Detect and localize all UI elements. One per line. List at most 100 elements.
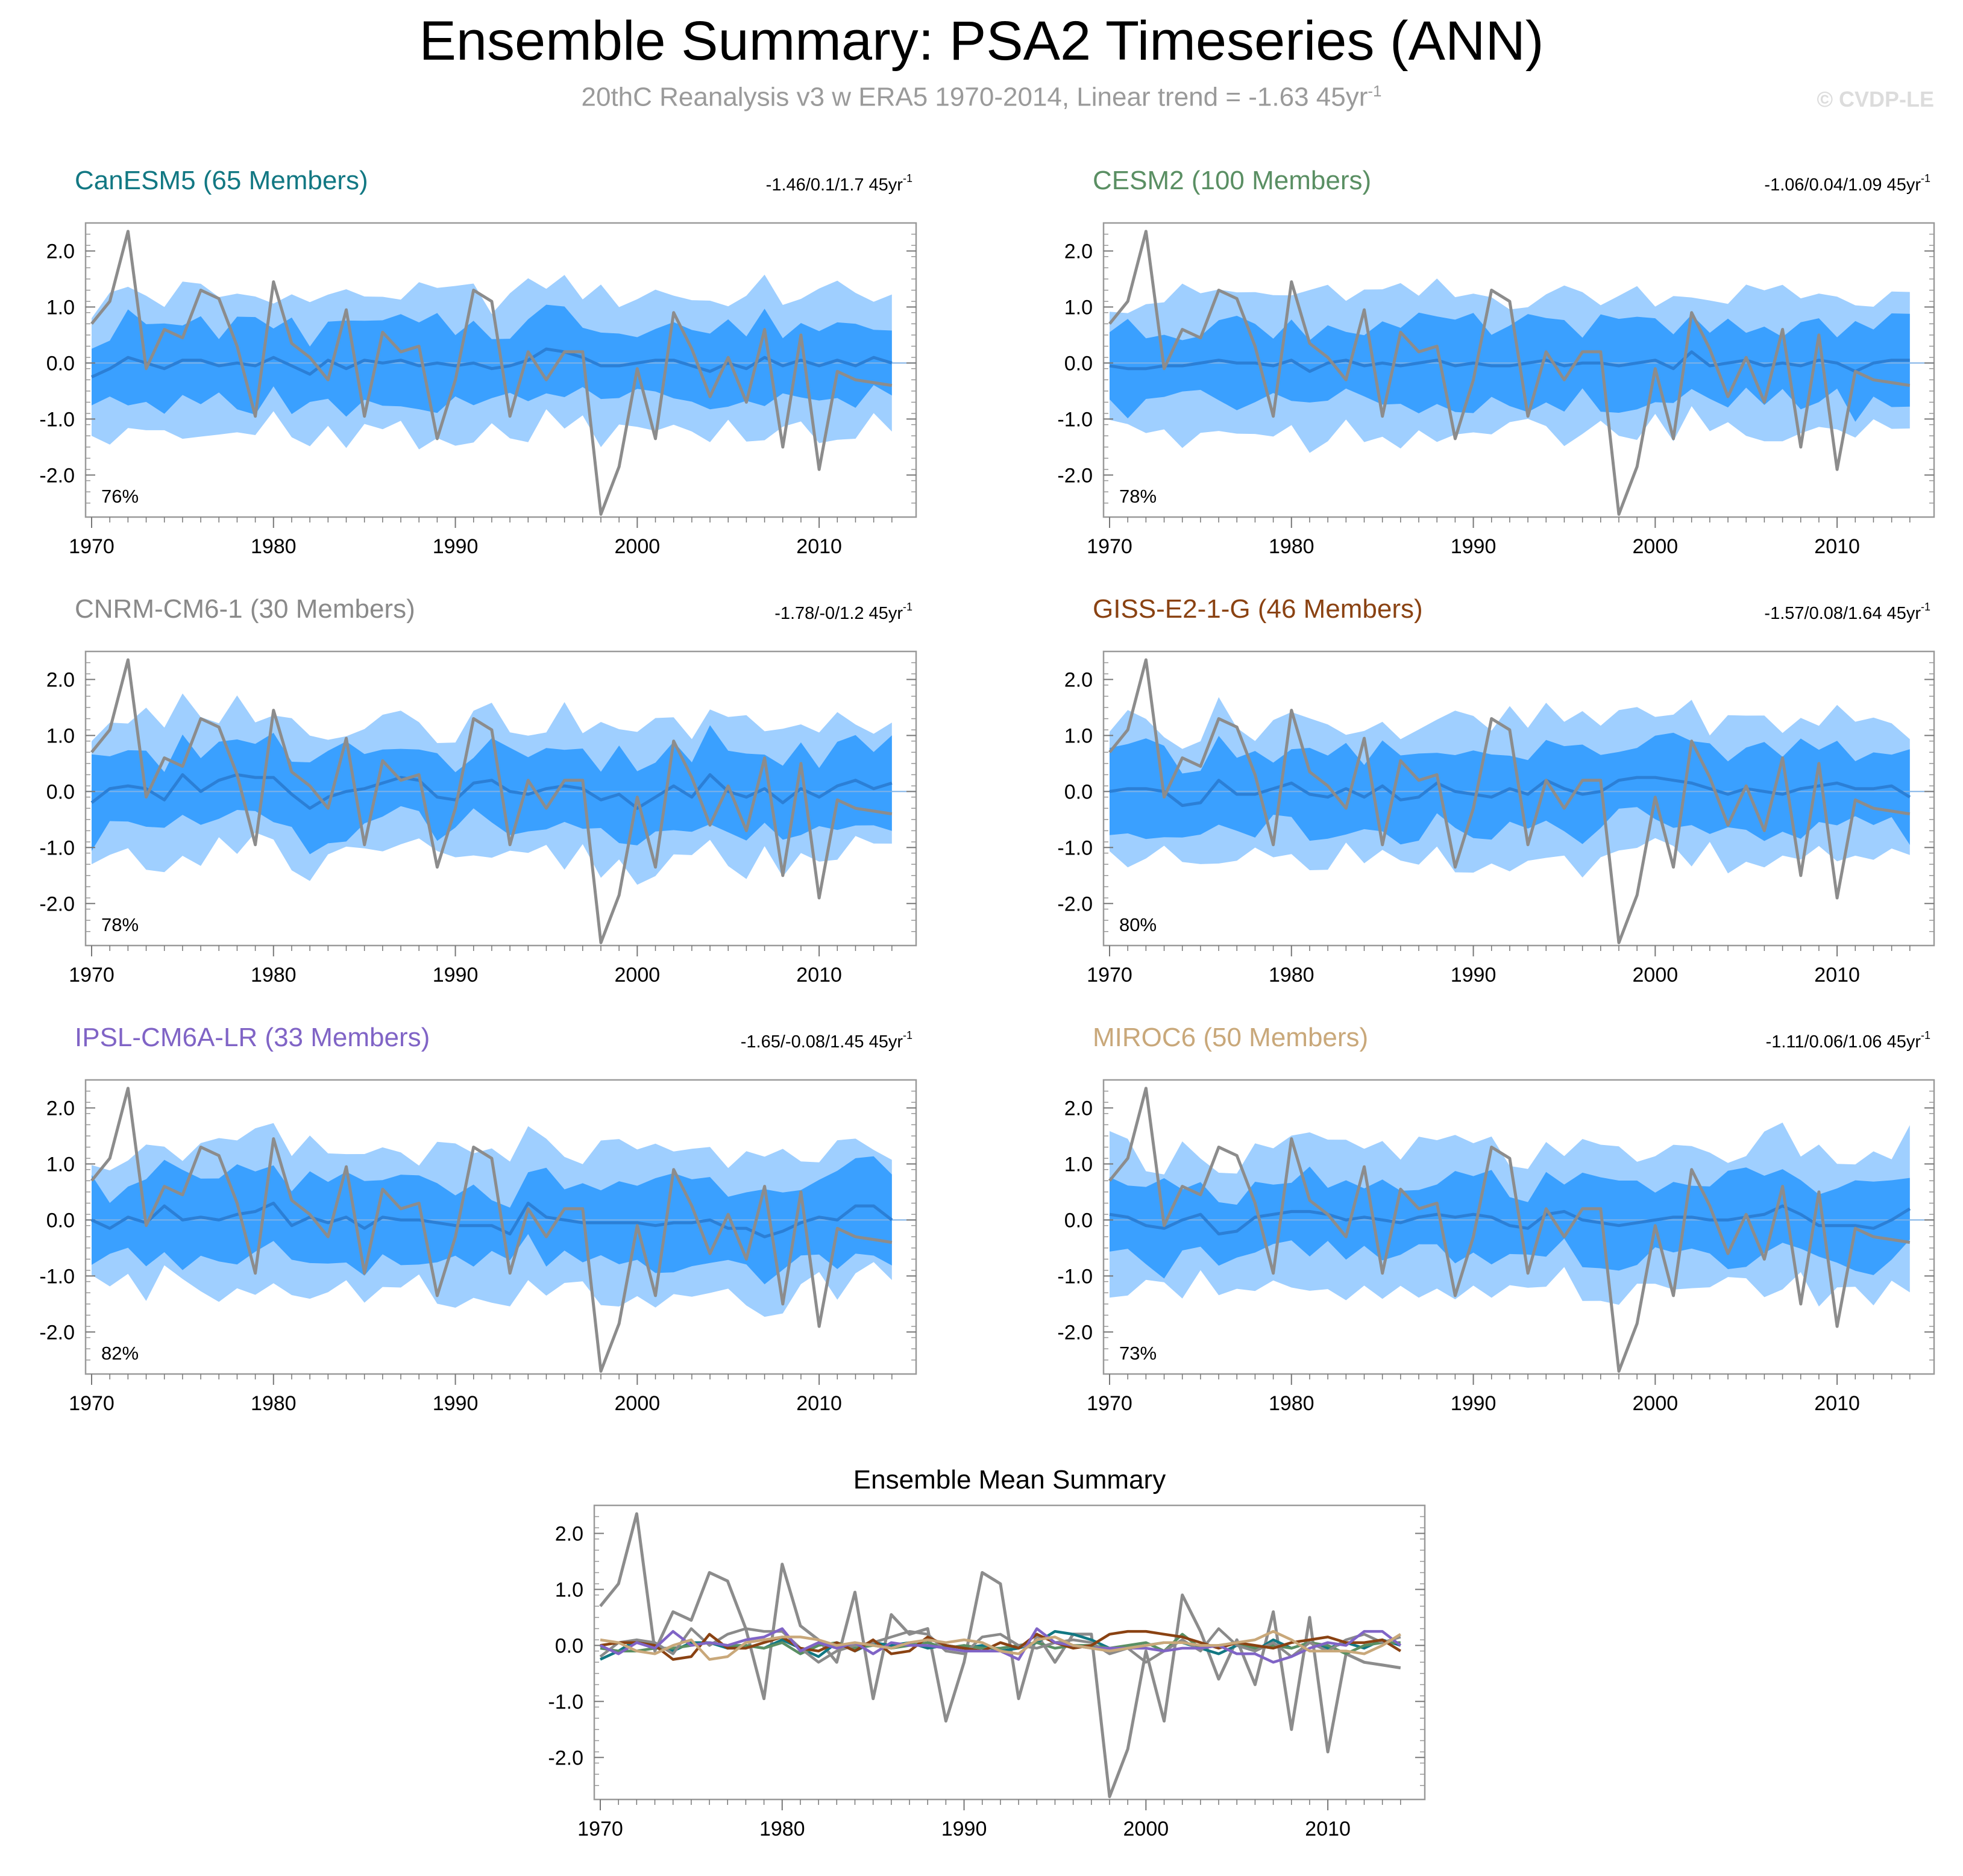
y-tick-label: -1.0 (39, 408, 75, 431)
ensemble-mean-series (90, 773, 893, 810)
model-title: GISS-E2-1-G (46 Members) (1093, 594, 1423, 624)
x-tick-label: 1970 (1087, 535, 1132, 558)
observed-series (599, 1512, 1401, 1798)
x-tick-label: 1980 (251, 964, 297, 987)
trend-label: -1.11/0.06/1.06 45yr-1 (1766, 1029, 1930, 1052)
y-tick-label: 1.0 (555, 1578, 583, 1601)
y-tick-label: -1.0 (548, 1690, 583, 1713)
x-tick-label: 1970 (1087, 1392, 1132, 1415)
y-tick-label: 1.0 (1064, 1153, 1093, 1176)
model-title: CESM2 (100 Members) (1093, 166, 1371, 195)
y-tick-label: 1.0 (46, 1153, 75, 1176)
y-tick-label: -1.0 (1057, 836, 1093, 859)
y-tick-label: 0.0 (1064, 1209, 1093, 1232)
x-tick-label: 2000 (615, 1392, 661, 1415)
model-title: CanESM5 (65 Members) (75, 166, 368, 195)
y-tick-label: 0.0 (46, 352, 75, 375)
plot-frame (84, 222, 917, 518)
ensemble-mean-series (1109, 776, 1911, 808)
x-tick-label: 1990 (1451, 535, 1497, 558)
ensemble-mean-5 (600, 1630, 1401, 1661)
x-tick-label: 2010 (1305, 1818, 1351, 1840)
y-tick-label: -2.0 (1057, 1321, 1093, 1344)
x-tick-label: 2000 (615, 535, 661, 558)
trend-superscript: -1 (1921, 601, 1930, 613)
ensemble-mean-2 (599, 1627, 1401, 1664)
y-tick-label: -2.0 (548, 1746, 583, 1769)
trend-value: -1.57/0.08/1.64 45yr (1764, 604, 1921, 623)
panel-2: 2.0 1.0 0.0 -1.0 -2.0 1970 1980 1990 2000 2010 CNR… (39, 594, 917, 987)
model-title: IPSL-CM6A-LR (33 Members) (75, 1023, 430, 1052)
summary-title: Ensemble Mean Summary (853, 1465, 1166, 1495)
trend-label: -1.78/-0/1.2 45yr-1 (774, 601, 912, 623)
x-tick-label: 1970 (69, 1392, 115, 1415)
x-tick-label: 1980 (1269, 1392, 1314, 1415)
y-tick-label: 2.0 (1064, 1097, 1093, 1120)
x-tick-label: 2010 (796, 1392, 842, 1415)
observed-series (90, 658, 893, 944)
x-tick-label: 1990 (1451, 964, 1497, 987)
inner-spread-band (92, 304, 892, 417)
y-tick-label: -1.0 (1057, 408, 1093, 431)
credit-watermark: © CVDP-LE (1817, 87, 1934, 111)
trend-superscript: -1 (1921, 172, 1930, 184)
y-tick-label: 2.0 (1064, 240, 1093, 263)
trend-value: -1.65/-0.08/1.45 45yr (741, 1032, 903, 1052)
trend-superscript: -1 (1921, 1029, 1930, 1041)
x-tick-label: 1980 (1269, 964, 1314, 987)
trend-value: -1.11/0.06/1.06 45yr (1766, 1032, 1921, 1052)
ensemble-mean-series (1109, 350, 1910, 373)
panel-4: 2.0 1.0 0.0 -1.0 -2.0 1970 1980 1990 2000 2010 IPS… (39, 1023, 917, 1415)
page-title: Ensemble Summary: PSA2 Timeseries (ANN) (419, 10, 1544, 72)
observed-series (1108, 658, 1911, 944)
observed-series (90, 1087, 893, 1373)
plot-frame (593, 1504, 1426, 1801)
x-tick-label: 2010 (1814, 1392, 1860, 1415)
panel-1: 2.0 1.0 0.0 -1.0 -2.0 1970 1980 1990 2000 2010 CES… (1057, 166, 1935, 558)
percent-label: 76% (101, 486, 139, 507)
trend-label: -1.57/0.08/1.64 45yr-1 (1764, 601, 1930, 623)
y-tick-label: 1.0 (1064, 296, 1093, 319)
plot-frame (84, 650, 917, 947)
y-tick-label: -2.0 (1057, 893, 1093, 915)
model-title: CNRM-CM6-1 (30 Members) (75, 594, 415, 624)
y-tick-label: -2.0 (1057, 464, 1093, 487)
x-tick-label: 2000 (615, 964, 661, 987)
y-tick-label: 1.0 (46, 296, 75, 319)
plot-frame (1102, 650, 1935, 947)
x-tick-label: 1980 (759, 1818, 805, 1840)
x-tick-label: 2010 (1814, 535, 1860, 558)
y-tick-label: 1.0 (46, 724, 75, 747)
trend-superscript: -1 (903, 1029, 912, 1041)
observed-series (1108, 1087, 1911, 1373)
trend-value: -1.78/-0/1.2 45yr (774, 604, 903, 623)
x-tick-label: 1990 (1451, 1392, 1497, 1415)
y-tick-label: -2.0 (39, 893, 75, 915)
y-tick-label: 2.0 (46, 240, 75, 263)
percent-label: 78% (101, 914, 139, 935)
y-tick-label: -1.0 (39, 836, 75, 859)
x-tick-label: 1970 (69, 535, 115, 558)
y-tick-label: 2.0 (46, 668, 75, 691)
ensemble-mean-series (90, 1202, 893, 1238)
y-tick-label: 0.0 (1064, 780, 1093, 803)
y-tick-label: 2.0 (1064, 668, 1093, 691)
panel-3: 2.0 1.0 0.0 -1.0 -2.0 1970 1980 1990 2000 2010 GIS… (1057, 594, 1935, 987)
observed-series (1108, 230, 1911, 516)
x-tick-label: 1980 (1269, 535, 1314, 558)
x-tick-label: 1980 (251, 535, 297, 558)
page-subtitle: 20thC Reanalysis v3 w ERA5 1970-2014, Li… (0, 83, 1963, 111)
x-tick-label: 2000 (1123, 1818, 1169, 1840)
x-tick-label: 2000 (1633, 1392, 1679, 1415)
percent-label: 73% (1119, 1343, 1157, 1364)
percent-label: 82% (101, 1343, 139, 1364)
y-tick-label: 2.0 (46, 1097, 75, 1120)
plot-frame (84, 1079, 917, 1375)
ensemble-mean-series (90, 347, 893, 378)
percent-label: 78% (1119, 486, 1157, 507)
y-tick-label: -1.0 (39, 1265, 75, 1288)
y-tick-label: 0.0 (46, 1209, 75, 1232)
y-tick-label: 0.0 (555, 1634, 583, 1657)
panel-5: 2.0 1.0 0.0 -1.0 -2.0 1970 1980 1990 2000 2010 MIR… (1057, 1023, 1935, 1415)
